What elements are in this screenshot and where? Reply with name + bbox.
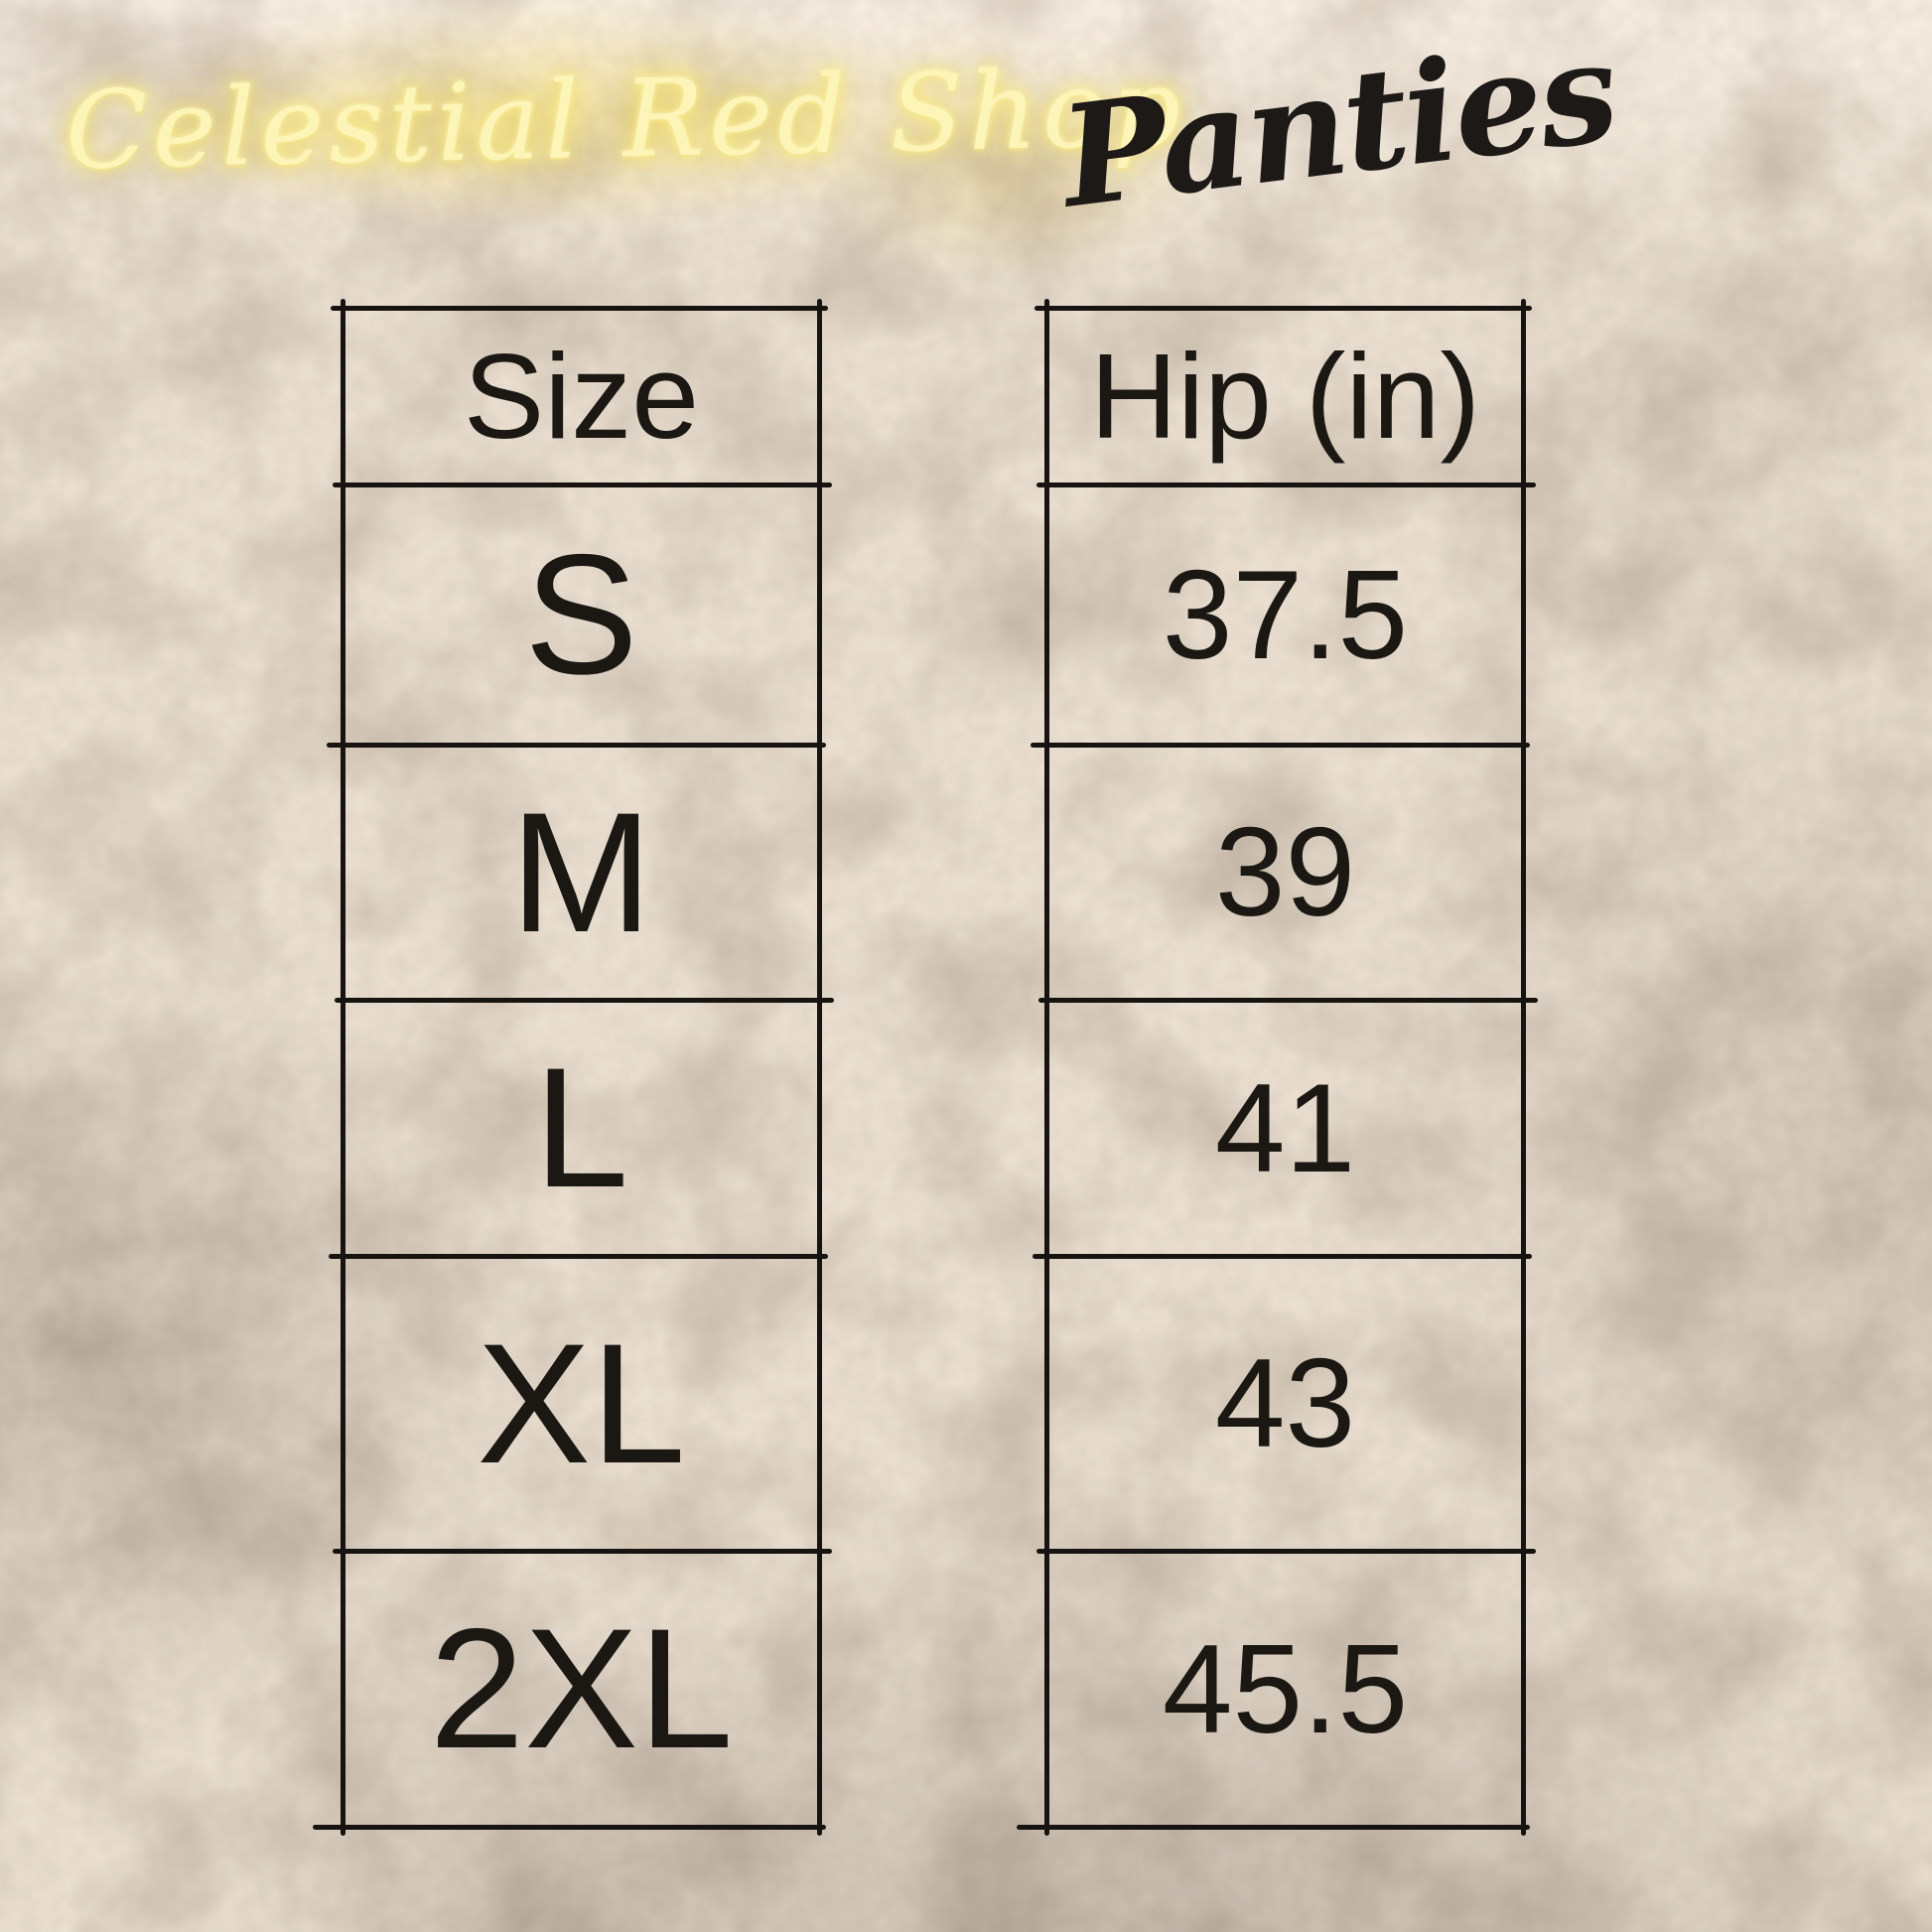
table-line bbox=[1521, 299, 1526, 1836]
table-line bbox=[1017, 1825, 1530, 1830]
size-cell: XL bbox=[477, 1308, 686, 1499]
table-line bbox=[1036, 1549, 1536, 1554]
table-line bbox=[1044, 299, 1049, 1836]
table-line bbox=[333, 1549, 832, 1554]
hip-cell: 43 bbox=[1214, 1332, 1356, 1473]
hip-cell: 45.5 bbox=[1162, 1617, 1409, 1759]
table-line bbox=[313, 1825, 826, 1830]
hip-cell: 41 bbox=[1214, 1056, 1356, 1198]
hip-column-table: Hip (in) 37.5 39 41 43 45.5 bbox=[1017, 299, 1538, 1836]
table-line bbox=[341, 299, 345, 1836]
size-cell: M bbox=[509, 776, 653, 968]
table-line bbox=[331, 306, 828, 311]
hip-cell: 39 bbox=[1214, 801, 1356, 942]
table-line bbox=[333, 483, 832, 487]
size-cell: L bbox=[533, 1033, 629, 1223]
table-line bbox=[817, 299, 822, 1836]
table-line bbox=[335, 998, 834, 1003]
table-line bbox=[1033, 1254, 1532, 1259]
table-line bbox=[1031, 743, 1530, 748]
shop-name-title: Celestial Red Shop bbox=[64, 45, 1187, 194]
size-cell: S bbox=[524, 519, 638, 710]
hip-cell: 37.5 bbox=[1162, 543, 1409, 685]
table-line bbox=[327, 743, 826, 748]
size-cell: 2XL bbox=[429, 1593, 734, 1784]
size-column-header: Size bbox=[463, 329, 700, 464]
hip-column-header: Hip (in) bbox=[1089, 329, 1481, 464]
size-column-table: Size S M L XL 2XL bbox=[313, 299, 834, 1836]
table-line bbox=[1038, 998, 1538, 1003]
table-line bbox=[1035, 306, 1532, 311]
table-line bbox=[329, 1254, 828, 1259]
table-line bbox=[1036, 483, 1536, 487]
